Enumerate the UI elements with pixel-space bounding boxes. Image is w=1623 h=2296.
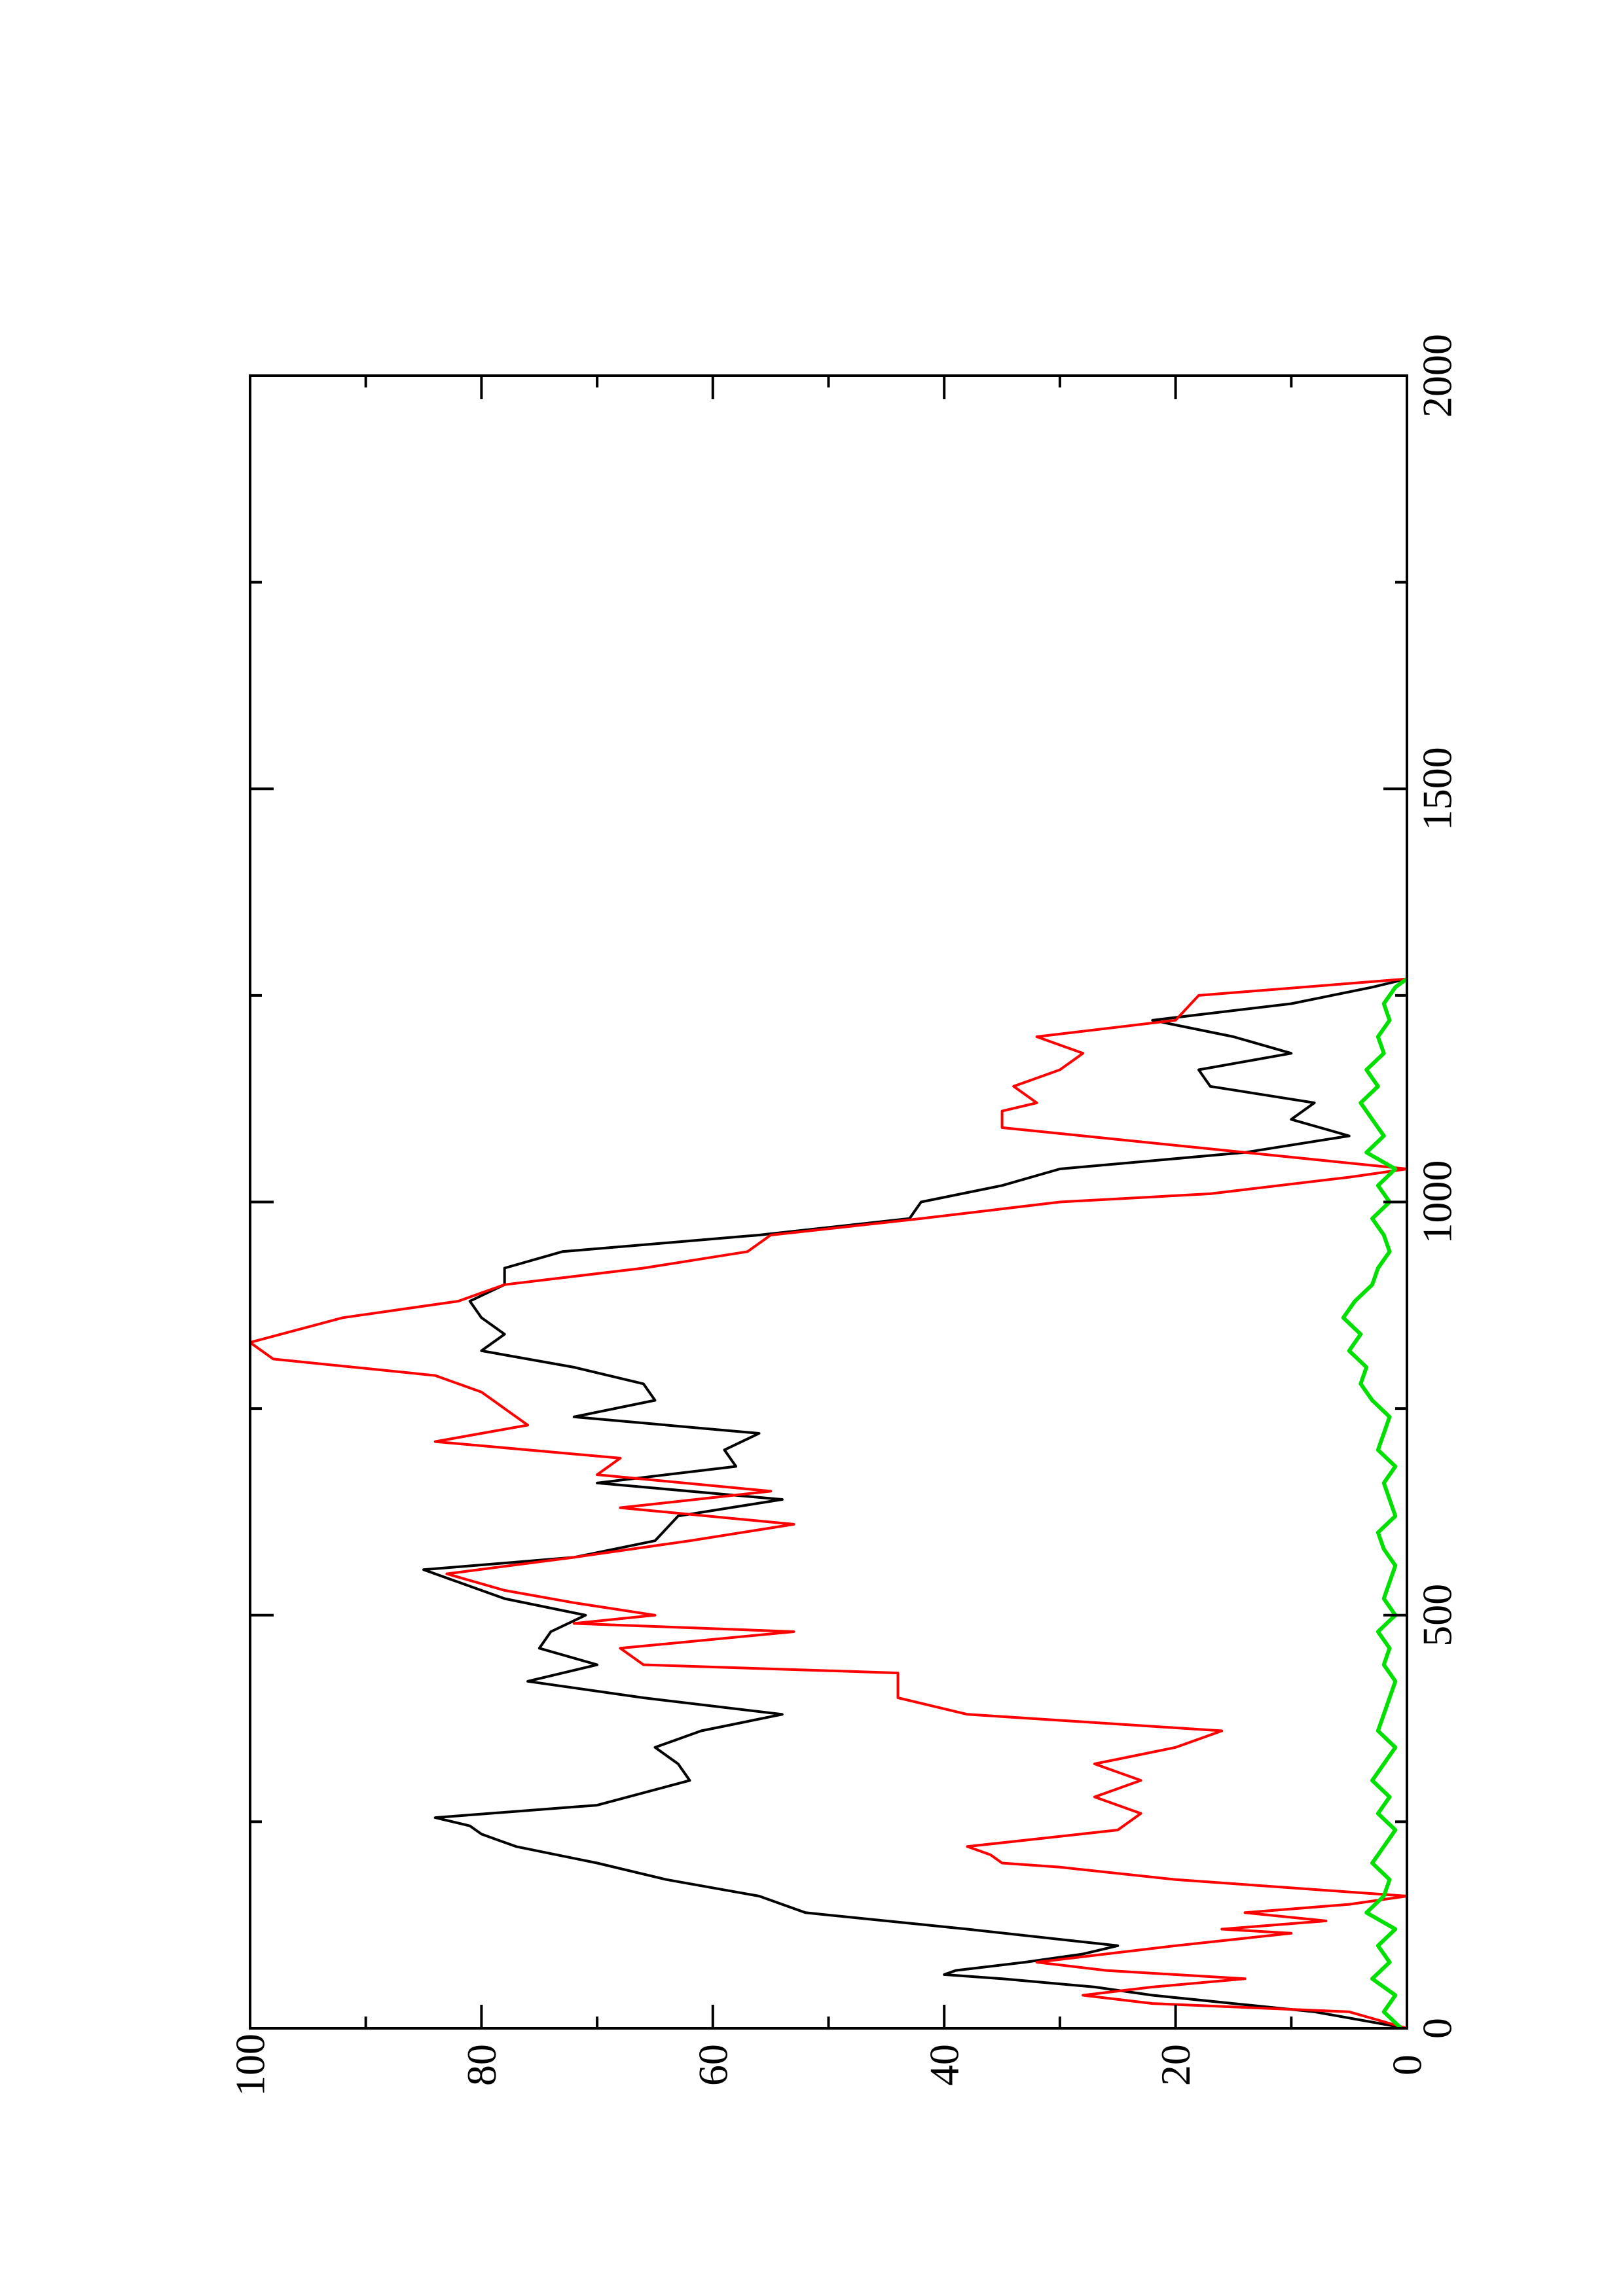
y-tick-label-40: 40 [921, 2044, 968, 2086]
x-tick-label-1500: 1500 [1414, 747, 1461, 831]
y-tick-label-60: 60 [689, 2044, 736, 2086]
series-black-line [422, 977, 1408, 2030]
x-tick-label-2000: 2000 [1414, 334, 1461, 418]
plot-frame [249, 374, 1408, 2030]
x-tick-label-1000: 1000 [1414, 1160, 1461, 1244]
series-red-line [249, 977, 1408, 2030]
x-tick-label-500: 500 [1414, 1584, 1461, 1647]
y-tick-label-20: 20 [1152, 2044, 1199, 2086]
ticks-layer [249, 374, 1408, 2030]
y-tick-label-0: 0 [1384, 2054, 1431, 2075]
series-layer [249, 977, 1408, 2030]
tick-labels: 0 500 1000 1500 2000 0 20 40 60 80 100 [227, 334, 1461, 2096]
plot-area: 0 500 1000 1500 2000 0 20 40 60 80 100 [227, 334, 1461, 2096]
x-tick-label-0: 0 [1414, 2018, 1461, 2039]
y-tick-label-80: 80 [458, 2044, 505, 2086]
series-green-line [1341, 977, 1408, 2030]
y-tick-label-100: 100 [227, 2034, 274, 2096]
